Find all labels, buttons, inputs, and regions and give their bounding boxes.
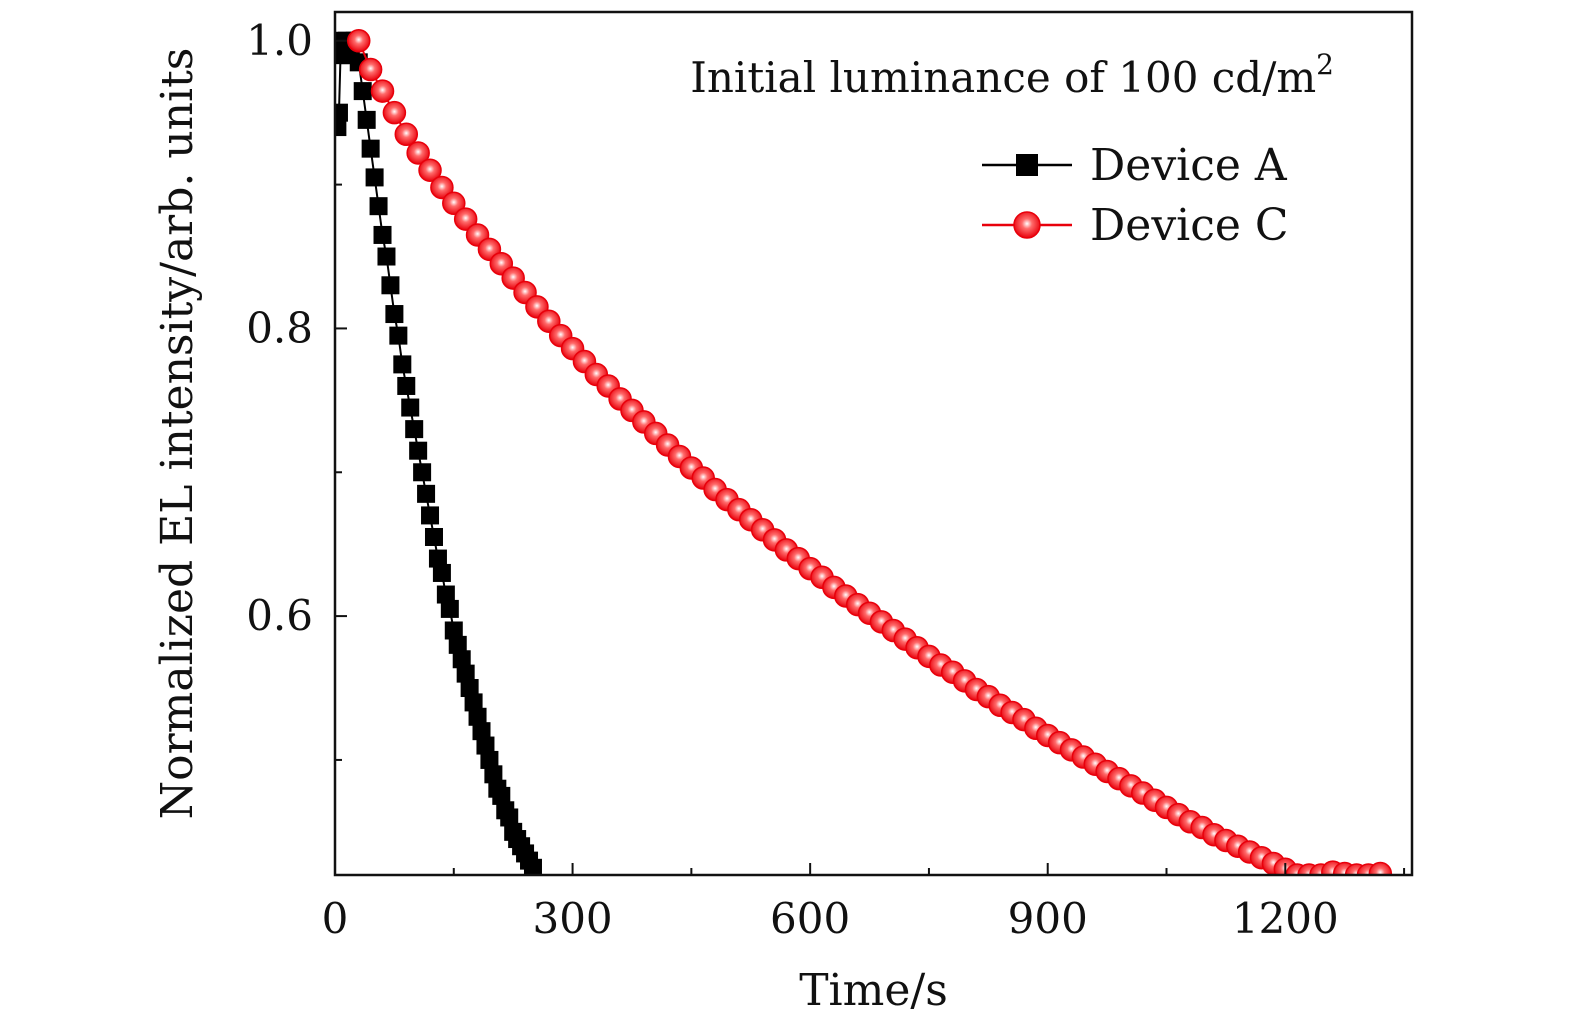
data-point xyxy=(1368,861,1393,875)
data-point xyxy=(405,420,424,439)
data-point xyxy=(401,398,420,417)
data-point xyxy=(389,326,408,345)
data-point xyxy=(365,168,384,187)
x-tick-label: 600 xyxy=(770,894,850,943)
data-point xyxy=(385,305,404,324)
data-point xyxy=(424,527,443,546)
data-point xyxy=(381,276,400,295)
legend-item: Device A xyxy=(982,140,1288,191)
ticks-layer: 0 300 600 900 1200 0.6 0.8 1.0 xyxy=(246,16,1406,943)
data-point xyxy=(353,82,372,101)
y-tick-label: 0.8 xyxy=(246,303,313,352)
data-point xyxy=(484,765,503,784)
data-point xyxy=(453,207,478,231)
data-point xyxy=(393,355,412,374)
series-1 xyxy=(335,31,542,875)
data-point xyxy=(394,122,419,147)
data-point xyxy=(397,376,416,395)
annotation: Initial luminance of 100 cd/m2 xyxy=(690,48,1334,102)
annotation-superscript: 2 xyxy=(1316,48,1334,81)
x-tick-label: 0 xyxy=(322,894,349,943)
y-tick-label: 0.6 xyxy=(246,591,313,640)
data-point xyxy=(436,585,455,604)
data-point xyxy=(406,141,430,165)
data-point xyxy=(357,110,376,129)
data-point xyxy=(432,563,451,582)
data-point xyxy=(358,57,383,82)
data-point xyxy=(492,786,511,805)
data-point xyxy=(417,484,436,503)
data-point xyxy=(464,693,483,712)
legend-marker xyxy=(1013,211,1041,239)
data-point xyxy=(413,463,432,482)
series-layer xyxy=(335,29,1393,875)
data-point xyxy=(472,722,491,741)
data-point xyxy=(448,635,467,654)
data-point xyxy=(418,158,442,182)
x-tick-label: 300 xyxy=(532,894,612,943)
x-tick-label: 900 xyxy=(1008,894,1088,943)
x-axis-title: Time/s xyxy=(799,965,948,1016)
data-point xyxy=(377,247,396,266)
data-point xyxy=(373,225,392,244)
legend: Device A Device C xyxy=(982,140,1289,251)
legend-label: Device A xyxy=(1090,140,1288,191)
data-point xyxy=(335,118,347,137)
data-point xyxy=(468,707,487,726)
legend-item: Device C xyxy=(982,200,1289,251)
data-point xyxy=(523,858,542,875)
data-point xyxy=(456,664,475,683)
legend-label: Device C xyxy=(1090,200,1289,251)
series-2 xyxy=(347,29,1393,875)
data-point xyxy=(369,197,388,216)
data-point xyxy=(347,29,371,53)
data-point xyxy=(430,175,454,200)
annotation-text: Initial luminance of 100 cd/m xyxy=(690,53,1316,102)
legend-marker xyxy=(1016,154,1038,176)
y-tick-label: 1.0 xyxy=(246,16,313,65)
x-tick-label: 1200 xyxy=(1232,894,1339,943)
data-point xyxy=(460,679,479,698)
data-point xyxy=(361,139,380,158)
data-point xyxy=(500,808,519,827)
data-point xyxy=(452,650,471,669)
y-axis-title: Normalized EL intensity/arb. units xyxy=(152,48,203,820)
plot-frame xyxy=(333,10,1414,877)
data-point xyxy=(440,599,459,618)
data-point xyxy=(409,441,428,460)
data-point xyxy=(382,100,407,125)
data-point xyxy=(370,79,395,103)
data-point xyxy=(335,103,348,122)
data-point xyxy=(444,621,463,640)
data-point xyxy=(442,191,466,216)
data-point xyxy=(480,750,499,769)
data-point xyxy=(476,736,495,755)
data-point xyxy=(428,549,447,568)
data-point xyxy=(421,506,440,525)
